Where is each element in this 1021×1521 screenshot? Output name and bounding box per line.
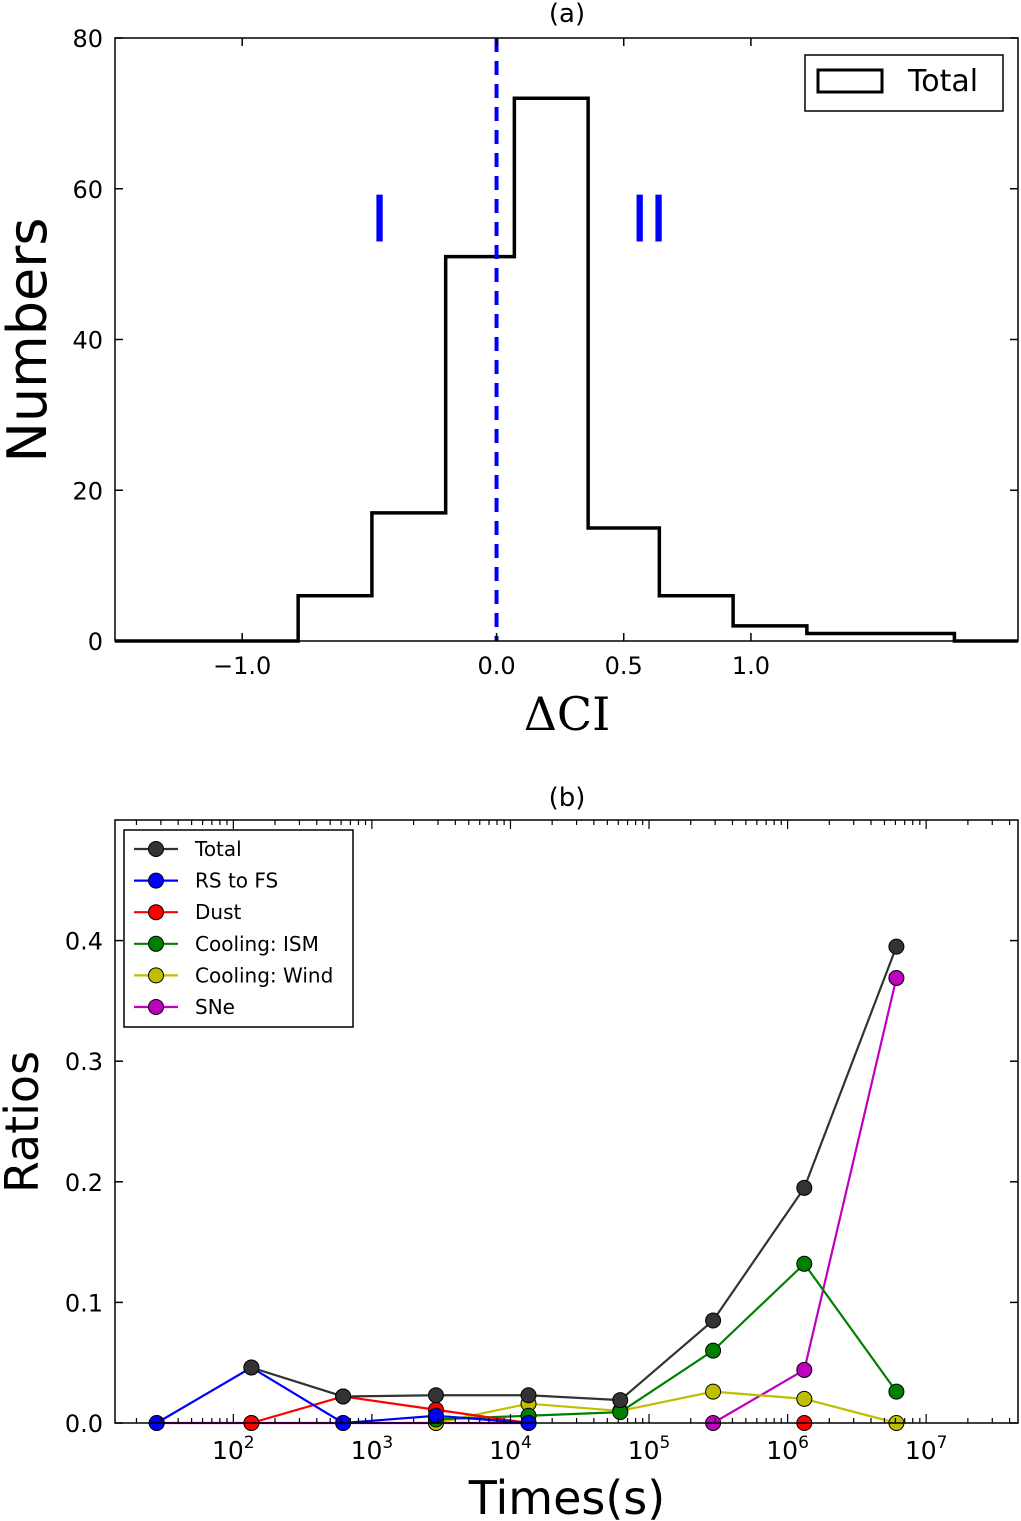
histogram-step-total — [115, 96, 1018, 643]
data-point — [520, 1387, 537, 1404]
x-tick-label: 106 — [766, 1433, 809, 1465]
panel-a-axes-frame — [114, 37, 1019, 642]
region-label-2: II — [630, 184, 668, 258]
data-point — [427, 1387, 444, 1404]
y-tick-label: 0.0 — [65, 1410, 103, 1438]
data-point — [796, 1255, 813, 1272]
data-point — [243, 1359, 260, 1376]
series-total — [243, 938, 905, 1409]
y-tick-label: 40 — [72, 327, 103, 355]
legend-marker — [148, 935, 164, 952]
series-line — [435, 1262, 898, 1421]
y-tick-label: 60 — [72, 176, 103, 204]
panel-a-xlabel: ΔCI — [524, 687, 611, 741]
x-tick-label: 105 — [628, 1433, 671, 1465]
data-point — [612, 1392, 629, 1409]
legend-frame — [804, 54, 1004, 112]
legend-entry: Dust — [134, 900, 241, 924]
panel-b-xlabel: Times(s) — [468, 1471, 665, 1521]
x-tick-label: 0.5 — [605, 652, 643, 680]
legend-marker — [148, 967, 164, 984]
data-point — [705, 1342, 722, 1359]
x-tick-label: 102 — [212, 1433, 255, 1465]
legend-marker — [148, 999, 164, 1015]
data-point — [888, 969, 905, 986]
legend-entry: SNe — [134, 995, 235, 1019]
series-line — [712, 977, 898, 1424]
y-tick-label: 0.3 — [65, 1048, 103, 1076]
region-label-1: I — [370, 184, 389, 258]
y-tick-label: 0.1 — [65, 1289, 103, 1317]
series-line — [251, 1395, 529, 1425]
panel-b-title: (b) — [549, 783, 586, 813]
legend-label: Cooling: ISM — [195, 932, 319, 956]
data-point — [888, 938, 905, 955]
series-line — [251, 946, 898, 1402]
y-tick-label: 0.4 — [65, 928, 103, 956]
legend-marker — [148, 872, 164, 889]
panel-b-line-chart: (b) 102 103 104 105 106 107 0.0 0.1 0.2 0.3 0.4 Ra… — [0, 783, 1019, 1521]
series-line — [435, 1390, 897, 1425]
legend-label: Dust — [195, 900, 241, 924]
legend-entry: Total — [134, 837, 242, 861]
y-tick-label: 20 — [72, 477, 103, 505]
panel-b-legend: Total RS to FS Dust Cooling: ISM Cooling: Wi… — [123, 829, 354, 1028]
legend-marker — [148, 904, 164, 921]
x-tick-label: −1.0 — [213, 652, 271, 680]
legend-entry: RS to FS — [134, 869, 278, 893]
legend-entry: Cooling: Wind — [134, 963, 333, 987]
x-tick-label: 104 — [489, 1433, 532, 1465]
x-tick-label: 0.0 — [477, 652, 515, 680]
data-point — [796, 1179, 813, 1196]
legend-label: RS to FS — [195, 869, 278, 893]
legend-marker — [148, 841, 164, 857]
legend-frame — [123, 829, 354, 1028]
legend-patch-total — [816, 68, 884, 94]
x-tick-label: 1.0 — [732, 652, 770, 680]
data-point — [335, 1388, 352, 1405]
x-tick-label: 107 — [905, 1433, 948, 1465]
y-tick-label: 0.2 — [65, 1169, 103, 1197]
data-point — [427, 1407, 444, 1424]
panel-a-ylabel: Numbers — [0, 217, 59, 462]
legend-entry: Cooling: ISM — [134, 932, 319, 956]
legend-label: Total — [194, 837, 242, 861]
series-sne — [148, 969, 905, 1431]
legend-label: Cooling: Wind — [195, 963, 333, 987]
data-point — [705, 1383, 722, 1400]
legend-label-total: Total — [907, 64, 978, 99]
data-point — [705, 1312, 722, 1329]
panel-a-title: (a) — [549, 0, 585, 29]
x-tick-label: 103 — [351, 1433, 394, 1465]
panel-a-legend: Total — [804, 54, 1004, 112]
y-tick-label: 0 — [88, 628, 103, 656]
panel-b-axes-frame — [114, 819, 1019, 1424]
panel-b-ylabel: Ratios — [0, 1051, 49, 1193]
data-point — [796, 1390, 813, 1407]
data-point — [796, 1361, 813, 1378]
legend-label: SNe — [195, 995, 235, 1019]
y-tick-label: 80 — [72, 25, 103, 53]
data-point — [888, 1383, 905, 1400]
